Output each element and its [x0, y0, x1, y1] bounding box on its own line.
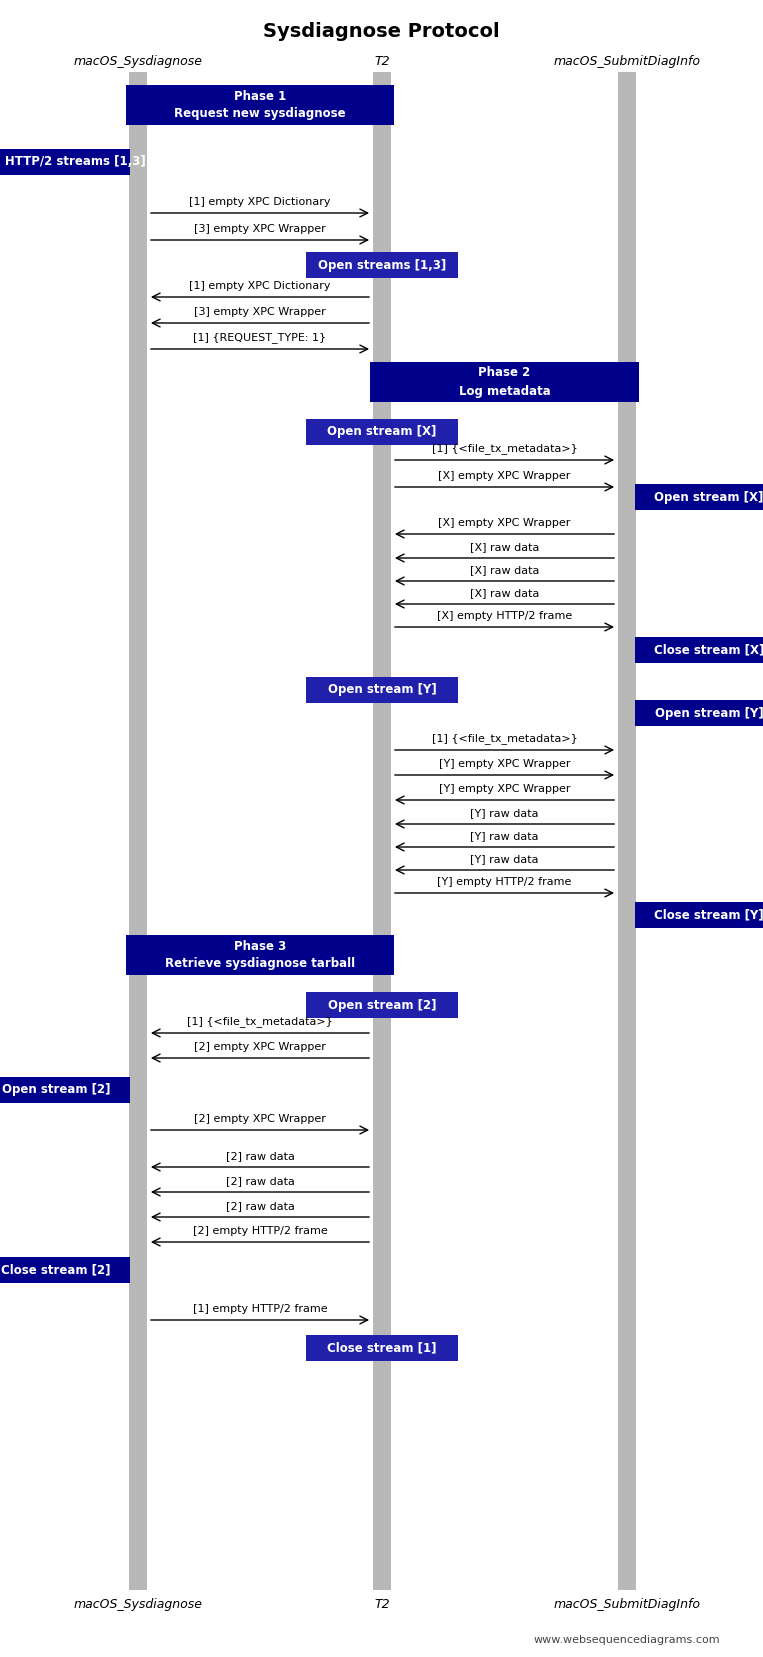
Text: Sysdiagnose Protocol: Sysdiagnose Protocol [263, 22, 500, 41]
Bar [618, 71, 636, 1591]
Text: [X] raw data: [X] raw data [470, 588, 539, 598]
Bar [635, 636, 763, 663]
Text: Phase 2
Log metadata: Phase 2 Log metadata [459, 366, 550, 398]
Text: [1] empty XPC Dictionary: [1] empty XPC Dictionary [189, 282, 330, 292]
Text: [2] empty HTTP/2 frame: [2] empty HTTP/2 frame [192, 1226, 327, 1236]
Text: Close stream [X]: Close stream [X] [654, 643, 763, 656]
Text: [Y] empty XPC Wrapper: [Y] empty XPC Wrapper [439, 759, 570, 769]
Bar [306, 252, 458, 278]
Text: Open stream [X]: Open stream [X] [327, 426, 436, 439]
Text: [2] raw data: [2] raw data [226, 1152, 295, 1162]
Bar [306, 993, 458, 1017]
Text: Close stream [1]: Close stream [1] [327, 1342, 436, 1354]
Text: macOS_SubmitDiagInfo: macOS_SubmitDiagInfo [553, 55, 700, 68]
Text: [1] empty HTTP/2 frame: [1] empty HTTP/2 frame [193, 1304, 327, 1314]
Text: Open stream [2]: Open stream [2] [328, 999, 436, 1011]
Text: Close stream [2]: Close stream [2] [2, 1264, 111, 1276]
Text: T2: T2 [374, 1597, 390, 1611]
Text: [Y] raw data: [Y] raw data [470, 809, 539, 819]
Text: [1] {REQUEST_TYPE: 1}: [1] {REQUEST_TYPE: 1} [194, 331, 327, 343]
Bar [635, 484, 763, 510]
Text: [1] {<file_tx_metadata>}: [1] {<file_tx_metadata>} [187, 1016, 333, 1027]
Bar [306, 678, 458, 703]
Text: [Y] empty HTTP/2 frame: [Y] empty HTTP/2 frame [437, 877, 571, 886]
Bar [373, 71, 391, 1591]
Text: T2: T2 [374, 55, 390, 68]
Text: Open stream [Y]: Open stream [Y] [655, 706, 763, 719]
Text: [Y] empty XPC Wrapper: [Y] empty XPC Wrapper [439, 784, 570, 794]
Text: Open streams [1,3]: Open streams [1,3] [318, 258, 446, 272]
Text: [3] empty XPC Wrapper: [3] empty XPC Wrapper [194, 307, 326, 316]
Text: Open stream [Y]: Open stream [Y] [327, 683, 436, 696]
Text: [3] empty XPC Wrapper: [3] empty XPC Wrapper [194, 224, 326, 234]
Text: [2] raw data: [2] raw data [226, 1176, 295, 1186]
Bar [306, 1336, 458, 1360]
Text: Open stream [2]: Open stream [2] [2, 1084, 110, 1097]
Text: [X] raw data: [X] raw data [470, 565, 539, 575]
Text: [Y] raw data: [Y] raw data [470, 853, 539, 863]
Bar [635, 901, 763, 928]
Bar [306, 419, 458, 446]
Text: [X] empty XPC Wrapper: [X] empty XPC Wrapper [438, 519, 571, 529]
Text: [1] {<file_tx_metadata>}: [1] {<file_tx_metadata>} [432, 442, 578, 454]
Text: [Y] raw data: [Y] raw data [470, 832, 539, 842]
Text: [1] empty XPC Dictionary: [1] empty XPC Dictionary [189, 197, 330, 207]
Text: Phase 1
Request new sysdiagnose: Phase 1 Request new sysdiagnose [174, 89, 346, 121]
Text: Close stream [Y]: Close stream [Y] [654, 908, 763, 921]
Text: macOS_SubmitDiagInfo: macOS_SubmitDiagInfo [553, 1597, 700, 1611]
Text: www.websequencediagrams.com: www.websequencediagrams.com [533, 1635, 720, 1645]
Text: [X] raw data: [X] raw data [470, 542, 539, 552]
Text: [X] empty XPC Wrapper: [X] empty XPC Wrapper [438, 471, 571, 481]
Bar [0, 1077, 130, 1104]
Bar [0, 149, 130, 176]
Text: [2] raw data: [2] raw data [226, 1201, 295, 1211]
Text: macOS_Sysdiagnose: macOS_Sysdiagnose [73, 55, 202, 68]
Text: [2] empty XPC Wrapper: [2] empty XPC Wrapper [194, 1042, 326, 1052]
Bar [126, 935, 394, 974]
Bar [129, 71, 147, 1591]
Text: [1] {<file_tx_metadata>}: [1] {<file_tx_metadata>} [432, 732, 578, 744]
Bar [370, 361, 639, 403]
Bar [0, 1258, 130, 1283]
Text: [2] empty XPC Wrapper: [2] empty XPC Wrapper [194, 1114, 326, 1123]
Text: [X] empty HTTP/2 frame: [X] empty HTTP/2 frame [437, 611, 572, 621]
Text: macOS_Sysdiagnose: macOS_Sysdiagnose [73, 1597, 202, 1611]
Bar [635, 699, 763, 726]
Bar [126, 85, 394, 124]
Text: Open stream [X]: Open stream [X] [655, 490, 763, 504]
Text: Open HTTP/2 streams [1,3]: Open HTTP/2 streams [1,3] [0, 156, 146, 169]
Text: Phase 3
Retrieve sysdiagnose tarball: Phase 3 Retrieve sysdiagnose tarball [165, 940, 355, 971]
